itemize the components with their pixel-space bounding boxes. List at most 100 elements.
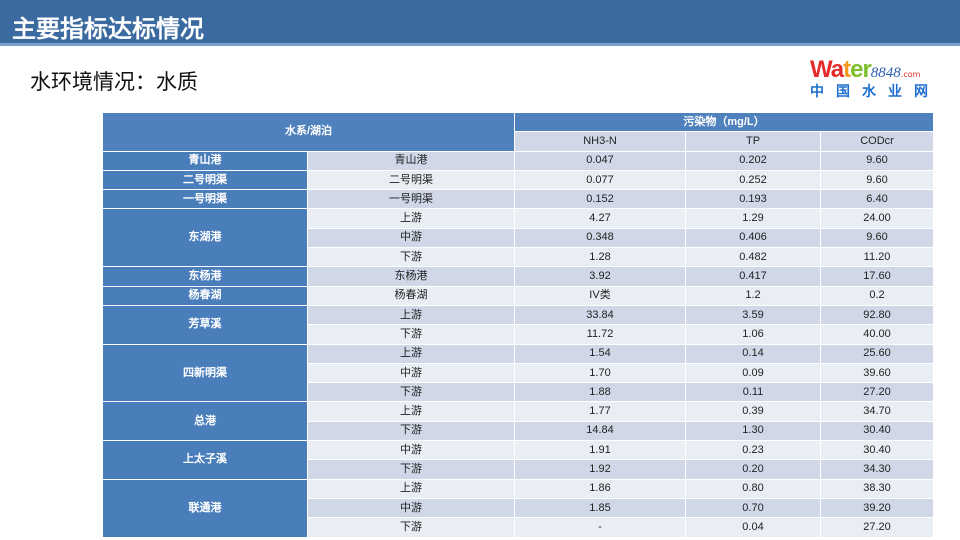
water-body-name: 杨春湖 [102, 285, 308, 306]
codcr-value: 92.80 [819, 304, 935, 326]
tp-value: 0.252 [685, 169, 821, 191]
tp-value: 0.482 [685, 247, 821, 268]
header-pollutants: 污染物（mg/L） [513, 111, 935, 133]
header-codcr: CODcr [819, 131, 935, 152]
section: 二号明渠 [307, 169, 515, 191]
tp-value: 0.193 [685, 189, 821, 210]
tp-value: 3.59 [685, 304, 821, 326]
codcr-value: 40.00 [819, 324, 935, 345]
nh3n-value: 11.72 [514, 324, 686, 345]
nh3n-value: 1.88 [514, 382, 686, 403]
codcr-value: 39.20 [819, 497, 935, 519]
nh3n-value: 4.27 [514, 208, 686, 229]
section: 上游 [307, 304, 515, 326]
tp-value: 0.70 [685, 497, 821, 519]
nh3n-value: 0.077 [514, 169, 686, 191]
section: 东杨港 [307, 266, 515, 287]
water-quality-table: 水系/湖泊 污染物（mg/L） NH3-N TP CODcr 青山港 青山港 0.0… [102, 111, 935, 538]
section: 中游 [307, 440, 515, 461]
nh3n-value: 1.28 [514, 247, 686, 268]
table-row: 东杨港 东杨港 3.92 0.417 17.60 [102, 266, 935, 287]
section: 下游 [307, 517, 515, 538]
codcr-value: 9.60 [819, 169, 935, 191]
codcr-value: 11.20 [819, 247, 935, 268]
table-row: 下游 14.84 1.30 30.40 [103, 420, 935, 442]
nh3n-value: 0.152 [514, 189, 686, 210]
nh3n-value: 0.348 [514, 227, 686, 249]
section: 上游 [307, 478, 515, 499]
nh3n-value: 33.84 [514, 304, 686, 326]
table-row: 杨春湖 杨春湖 IV类 1.2 0.2 [102, 285, 935, 306]
title-bar: 主要指标达标情况 [0, 0, 960, 46]
table-row: 中游 0.348 0.406 9.60 [103, 227, 935, 249]
codcr-value: 39.60 [819, 362, 935, 384]
codcr-value: 9.60 [819, 227, 935, 249]
codcr-value: 9.60 [819, 150, 935, 171]
codcr-value: 30.40 [819, 420, 935, 442]
codcr-value: 17.60 [819, 266, 935, 287]
table-row: 一号明渠 一号明渠 0.152 0.193 6.40 [102, 189, 935, 210]
header-water-system: 水系/湖泊 [102, 112, 515, 152]
section: 一号明渠 [307, 189, 515, 210]
nh3n-value: 1.86 [514, 478, 686, 499]
nh3n-value: 1.70 [514, 362, 686, 384]
header-tp: TP [685, 131, 821, 152]
table-row: 中游 1.70 0.09 39.60 [103, 362, 935, 384]
page-title: 主要指标达标情况 [12, 15, 204, 43]
table-row: 青山港 青山港 0.047 0.202 9.60 [102, 150, 935, 171]
section: 杨春湖 [307, 285, 515, 306]
table-row: 四新明渠 上游 1.54 0.14 25.60 [102, 343, 935, 403]
table-row: 中游 1.85 0.70 39.20 [103, 497, 935, 519]
nh3n-value: 1.92 [514, 459, 686, 480]
water-body-name: 东杨港 [102, 266, 308, 287]
tp-value: 0.406 [685, 227, 821, 249]
table-row: 总港 上游 1.77 0.39 34.70 [102, 401, 935, 442]
nh3n-value: 0.047 [514, 150, 686, 171]
tp-value: 1.06 [685, 324, 821, 345]
section: 下游 [307, 247, 515, 268]
header-nh3n: NH3-N [514, 131, 686, 152]
tp-value: 0.39 [685, 401, 821, 422]
nh3n-value: 1.77 [514, 401, 686, 422]
table-row: 芳草溪 上游 33.84 3.59 92.80 [102, 304, 935, 345]
section: 上游 [307, 401, 515, 422]
nh3n-value: 1.85 [514, 497, 686, 519]
water-body-name: 上太子溪 [102, 440, 308, 480]
codcr-value: 30.40 [819, 440, 935, 461]
table-row: 二号明渠 二号明渠 0.077 0.252 9.60 [102, 169, 935, 191]
subtitle: 水环境情况：水质 [30, 70, 198, 94]
table-row: 东湖港 上游 4.27 1.29 24.00 [102, 208, 935, 268]
tp-value: 1.2 [685, 285, 821, 306]
section: 下游 [307, 420, 515, 442]
water-body-name: 二号明渠 [102, 169, 308, 191]
nh3n-value: IV类 [514, 285, 686, 306]
watermark-logo: Water8848.com 中国水业网 [810, 56, 940, 100]
tp-value: 0.80 [685, 478, 821, 499]
water-body-name: 联通港 [102, 478, 308, 538]
table-row: 联通港 上游 1.86 0.80 38.30 [102, 478, 935, 538]
nh3n-value: - [514, 517, 686, 538]
codcr-value: 34.70 [819, 401, 935, 422]
table-row: 下游 1.92 0.20 34.30 [103, 459, 935, 480]
water-body-name: 芳草溪 [102, 304, 308, 345]
tp-value: 0.417 [685, 266, 821, 287]
water-body-name: 四新明渠 [102, 343, 308, 403]
nh3n-value: 3.92 [514, 266, 686, 287]
section: 下游 [307, 382, 515, 403]
codcr-value: 38.30 [819, 478, 935, 499]
tp-value: 0.202 [685, 150, 821, 171]
tp-value: 1.29 [685, 208, 821, 229]
tp-value: 0.20 [685, 459, 821, 480]
codcr-value: 0.2 [819, 285, 935, 306]
tp-value: 0.23 [685, 440, 821, 461]
tp-value: 0.04 [685, 517, 821, 538]
table-row: 上太子溪 中游 1.91 0.23 30.40 [102, 440, 935, 480]
tp-value: 0.14 [685, 343, 821, 364]
section: 青山港 [307, 150, 515, 171]
table-row: 下游 11.72 1.06 40.00 [103, 324, 935, 345]
tp-value: 1.30 [685, 420, 821, 442]
tp-value: 0.09 [685, 362, 821, 384]
water-body-name: 东湖港 [102, 208, 308, 268]
codcr-value: 27.20 [819, 517, 935, 538]
section: 中游 [307, 362, 515, 384]
